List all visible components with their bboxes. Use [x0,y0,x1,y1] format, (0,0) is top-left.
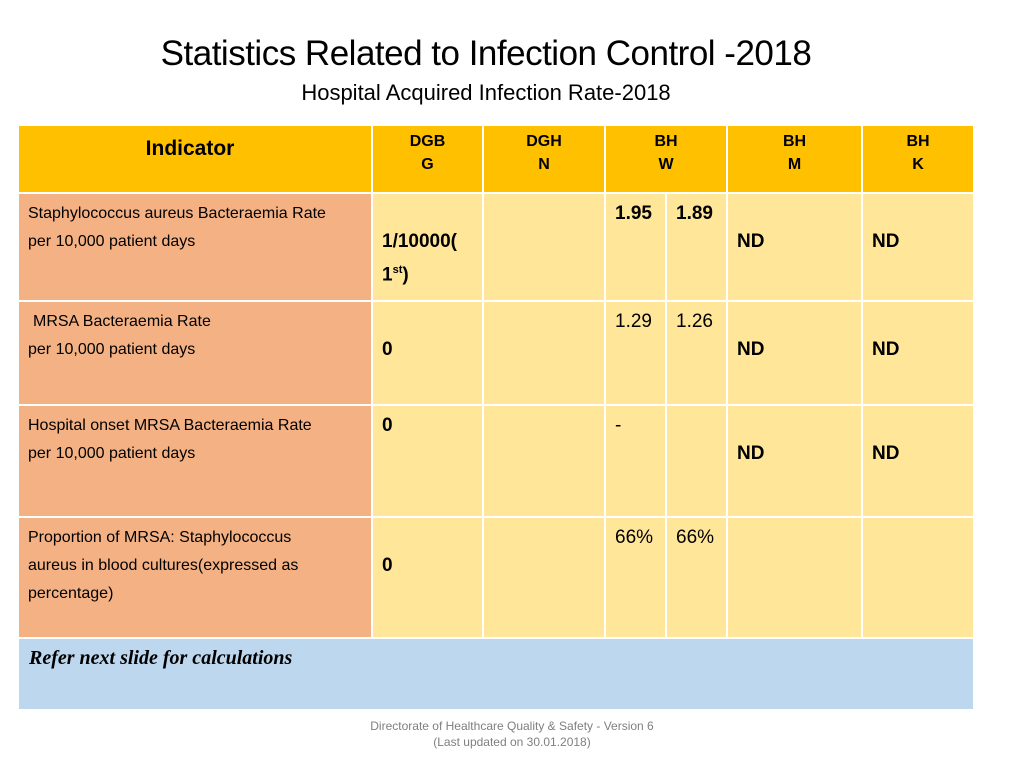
bhw-value-b [664,404,729,518]
header-indicator: Indicator [17,124,373,194]
dgbg-value: 0 [371,516,484,639]
indicator-cell: Hospital onset MRSA Bacteraemia Rate per… [17,404,373,518]
slide-title: Statistics Related to Infection Control … [160,34,812,73]
dghn-value [482,300,606,406]
indicator-cell: MRSA Bacteraemia Rate per 10,000 patient… [17,300,373,406]
indicator-cell: Proportion of MRSA: Staphylococcus aureu… [17,516,373,639]
dghn-value [482,404,606,518]
indicator-cell: Staphylococcus aureus Bacteraemia Rate p… [17,192,373,302]
header-bhw: BH W [603,124,729,194]
dghn-value [482,192,606,302]
bhm-value: ND [726,192,864,302]
footer: Directorate of Healthcare Quality & Safe… [0,718,1024,750]
bhw-value-b: 1.26 [664,300,729,406]
table-header-row: Indicator DGB G DGH N BH W BH M BH K [17,124,976,194]
note-row: Refer next slide for calculations [16,637,976,711]
bhw-value-b: 1.89 [664,192,729,302]
infection-rate-table: Indicator DGB G DGH N BH W BH M BH K Staphylo… [16,124,976,711]
bhk-value: ND [861,300,976,406]
dgbg-value: 0 [371,404,484,518]
header-bhk: BH K [861,124,976,194]
bhw-value-a: 1.95 [604,192,667,302]
table-row: Proportion of MRSA: Staphylococcus aureu… [17,516,976,639]
bhm-value: ND [726,300,864,406]
bhk-value [861,516,976,639]
slide-subtitle: Hospital Acquired Infection Rate-2018 [301,80,671,105]
bhw-value-a: 66% [604,516,667,639]
header-dghn: DGH N [482,124,606,194]
dgbg-value: 0 [371,300,484,406]
bhk-value: ND [861,192,976,302]
table-row: MRSA Bacteraemia Rate per 10,000 patient… [17,300,976,406]
bhw-value-a: - [604,404,667,518]
bhw-value-a: 1.29 [604,300,667,406]
bhk-value: ND [861,404,976,518]
header-bhm: BH M [726,124,864,194]
bhm-value: ND [726,404,864,518]
table-row: Hospital onset MRSA Bacteraemia Rate per… [17,404,976,518]
bhm-value [726,516,864,639]
table-row: Staphylococcus aureus Bacteraemia Rate p… [17,192,976,302]
footer-line-1: Directorate of Healthcare Quality & Safe… [370,719,654,733]
calculation-note: Refer next slide for calculations [16,637,976,711]
bhw-value-b: 66% [664,516,729,639]
footer-line-2: (Last updated on 30.01.2018) [433,735,591,749]
header-dgbg: DGB G [371,124,484,194]
dghn-value [482,516,606,639]
dgbg-value: 1/10000( 1st) [371,192,484,302]
